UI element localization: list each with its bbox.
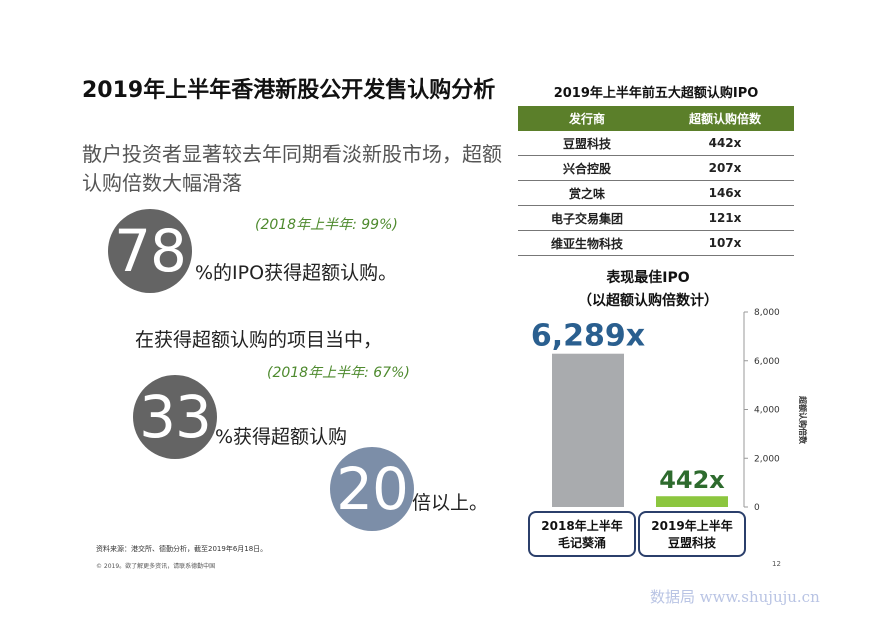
table-row: 兴合控股 207x bbox=[518, 155, 794, 181]
table-header-issuer: 发行商 bbox=[518, 106, 656, 131]
category-box bbox=[528, 511, 636, 557]
stat3-text: 倍以上。 bbox=[412, 492, 489, 514]
category-label: 毛记葵涌 bbox=[558, 535, 606, 550]
stat2-note: (2018年上半年: 67%) bbox=[267, 365, 410, 381]
y-axis-label: 超额认购倍数 bbox=[798, 395, 808, 445]
table-row: 豆盟科技 442x bbox=[518, 131, 794, 156]
y-tick-label: 4,000 bbox=[754, 406, 780, 416]
y-tick-label: 8,000 bbox=[754, 308, 780, 318]
table-row: 电子交易集团 121x bbox=[518, 205, 794, 231]
issuer-cell: 电子交易集团 bbox=[518, 205, 656, 231]
chart-title-line2: （以超额认购倍数计） bbox=[578, 293, 718, 309]
watermark: 数据局 www.shujuju.cn bbox=[650, 588, 820, 606]
multiple-cell: 146x bbox=[656, 180, 794, 206]
chart-title: 表现最佳IPO （以超额认购倍数计） bbox=[520, 267, 776, 313]
category-label: 2019年上半年 bbox=[651, 518, 732, 533]
table-row: 赏之味 146x bbox=[518, 180, 794, 206]
y-tick-label: 6,000 bbox=[754, 357, 780, 367]
intro-text: 在获得超额认购的项目当中， bbox=[135, 329, 383, 351]
page-number: 12 bbox=[772, 560, 781, 568]
table-header-multiple: 超额认购倍数 bbox=[656, 106, 794, 131]
table-row: 维亚生物科技 107x bbox=[518, 230, 794, 256]
multiple-cell: 442x bbox=[656, 131, 794, 156]
stat1-text: %的IPO获得超额认购。 bbox=[195, 262, 398, 284]
multiple-cell: 107x bbox=[656, 230, 794, 256]
top5-table: 发行商 超额认购倍数 豆盟科技 442x 兴合控股 207x 赏之味 146x 电子交… bbox=[518, 106, 794, 256]
category-box bbox=[638, 511, 746, 557]
stat2-text: %获得超额认购 bbox=[215, 426, 348, 448]
category-label: 豆盟科技 bbox=[668, 535, 717, 550]
issuer-cell: 赏之味 bbox=[518, 180, 656, 206]
copyright-note: © 2019。欲了解更多资讯，请联系德勤中国 bbox=[96, 563, 216, 570]
source-note: 资料来源：港交所、德勤分析，截至2019年6月18日。 bbox=[96, 545, 268, 553]
issuer-cell: 豆盟科技 bbox=[518, 131, 656, 156]
page-subtitle: 散户投资者显著较去年同期看淡新股市场，超额认购倍数大幅滑落 bbox=[82, 142, 502, 195]
bar bbox=[656, 496, 728, 507]
issuer-cell: 维亚生物科技 bbox=[518, 230, 656, 256]
data-label: 6,289x bbox=[531, 319, 645, 354]
page-title: 2019年上半年香港新股公开发售认购分析 bbox=[82, 78, 496, 103]
multiple-cell: 121x bbox=[656, 205, 794, 231]
y-tick-label: 2,000 bbox=[754, 454, 780, 464]
stat2-circle: 33 bbox=[133, 375, 217, 459]
category-label: 2018年上半年 bbox=[541, 518, 622, 533]
chart-title-line1: 表现最佳IPO bbox=[606, 270, 690, 286]
bar bbox=[552, 353, 624, 507]
multiple-cell: 207x bbox=[656, 155, 794, 181]
table-title: 2019年上半年前五大超额认购IPO bbox=[553, 86, 759, 101]
stat1-note: (2018年上半年: 99%) bbox=[255, 217, 398, 233]
data-label: 442x bbox=[659, 466, 725, 494]
y-tick-label: 0 bbox=[754, 503, 760, 513]
issuer-cell: 兴合控股 bbox=[518, 155, 656, 181]
stat3-circle: 20 bbox=[330, 447, 414, 531]
stat1-circle: 78 bbox=[108, 209, 192, 293]
